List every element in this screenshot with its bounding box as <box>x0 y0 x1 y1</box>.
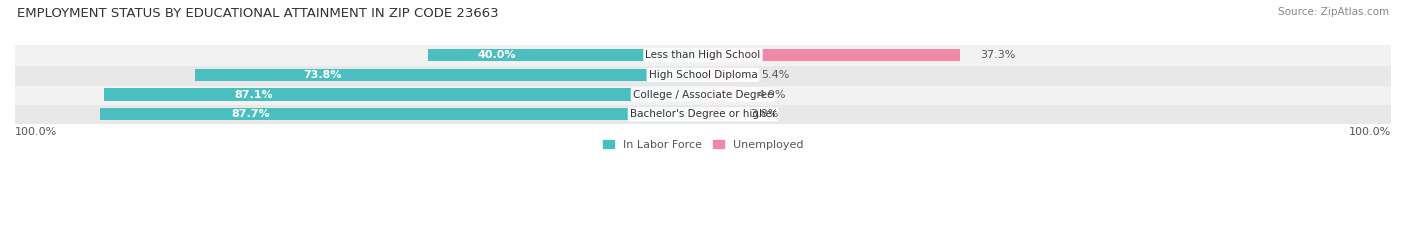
Text: 73.8%: 73.8% <box>302 70 342 80</box>
Bar <box>104 89 703 101</box>
Text: 4.9%: 4.9% <box>758 90 786 99</box>
Text: 100.0%: 100.0% <box>15 127 58 137</box>
Bar <box>15 45 1391 65</box>
Bar <box>100 108 703 120</box>
Text: 87.1%: 87.1% <box>235 90 273 99</box>
Text: EMPLOYMENT STATUS BY EDUCATIONAL ATTAINMENT IN ZIP CODE 23663: EMPLOYMENT STATUS BY EDUCATIONAL ATTAINM… <box>17 7 499 20</box>
Bar <box>703 89 737 101</box>
Bar <box>15 104 1391 124</box>
Bar <box>15 85 1391 104</box>
Text: Less than High School: Less than High School <box>645 50 761 60</box>
Text: 100.0%: 100.0% <box>1348 127 1391 137</box>
Text: 87.7%: 87.7% <box>231 109 270 119</box>
Text: Source: ZipAtlas.com: Source: ZipAtlas.com <box>1278 7 1389 17</box>
Bar <box>195 69 703 81</box>
Bar <box>703 49 960 61</box>
Text: 5.4%: 5.4% <box>761 70 789 80</box>
Bar <box>703 69 740 81</box>
Text: 37.3%: 37.3% <box>980 50 1015 60</box>
Bar <box>15 65 1391 85</box>
Text: College / Associate Degree: College / Associate Degree <box>633 90 773 99</box>
Text: 3.8%: 3.8% <box>749 109 778 119</box>
Bar <box>703 108 730 120</box>
Text: Bachelor's Degree or higher: Bachelor's Degree or higher <box>630 109 776 119</box>
Legend: In Labor Force, Unemployed: In Labor Force, Unemployed <box>598 135 808 154</box>
Bar <box>427 49 703 61</box>
Text: 40.0%: 40.0% <box>478 50 516 60</box>
Text: High School Diploma: High School Diploma <box>648 70 758 80</box>
